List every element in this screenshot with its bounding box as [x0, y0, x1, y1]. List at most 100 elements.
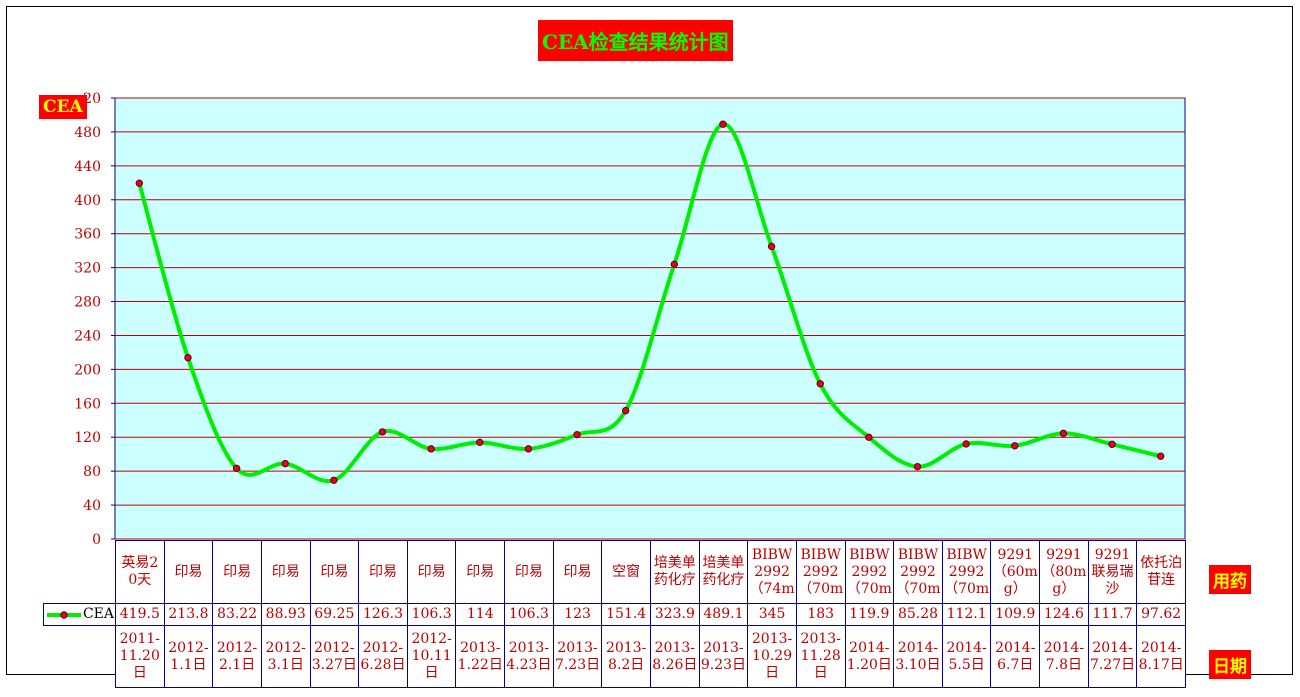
date-cell: 2014-3.10日	[893, 625, 943, 688]
date-cell: 2012-3.27日	[309, 625, 360, 688]
category-cell: 9291联易瑞沙	[1087, 540, 1138, 604]
y-tick-label: 400	[74, 193, 101, 209]
value-cell: 88.93	[260, 603, 311, 626]
y-tick-label: 280	[74, 295, 101, 311]
category-cell: BIBW2992（70m	[795, 540, 846, 604]
marker	[281, 459, 289, 468]
marker	[330, 476, 338, 484]
value-cell: 106.3	[504, 603, 554, 626]
y-tick-label: 40	[83, 498, 101, 514]
marker	[524, 445, 533, 453]
date-cell: 2013-8.2日	[601, 625, 651, 688]
plot-area	[114, 97, 1186, 540]
y-tick-label: 120	[74, 430, 101, 446]
marker	[962, 440, 970, 448]
marker	[378, 428, 387, 436]
value-cell: 126.3	[358, 603, 408, 626]
date-cell: 2013-9.23日	[698, 625, 749, 688]
value-cell: 85.28	[893, 603, 943, 626]
value-cell: 69.25	[309, 603, 360, 626]
category-cell: 培美单药化疗	[650, 540, 700, 604]
marker	[719, 120, 727, 128]
date-cell: 2013-1.22日	[455, 625, 506, 688]
marker	[1059, 429, 1068, 438]
category-cell: 9291（80mg）	[1039, 540, 1089, 604]
value-cell: 151.4	[601, 603, 651, 626]
value-cell: 112.1	[941, 603, 992, 626]
value-cell: 97.62	[1136, 603, 1186, 626]
date-cell: 2013-11.28日	[795, 625, 846, 688]
y-tick-label: 20	[83, 91, 101, 107]
chart-title: CEA检查结果统计图	[538, 20, 733, 61]
marker	[427, 445, 435, 453]
value-cell: 119.9	[844, 603, 895, 626]
marker	[670, 260, 679, 269]
date-cell: 2013-8.26日	[650, 625, 700, 688]
row-label: 日期	[1209, 650, 1251, 679]
value-cell: 124.6	[1039, 603, 1089, 626]
marker	[913, 462, 922, 471]
value-cell: 114	[455, 603, 506, 626]
date-cell: 2014-6.7日	[990, 625, 1041, 688]
legend-label: CEA	[82, 606, 115, 622]
date-cell: 2014-7.8日	[1039, 625, 1089, 688]
y-tick-label: 80	[83, 464, 101, 480]
marker	[232, 464, 241, 473]
y-tick-label: 440	[74, 159, 101, 175]
date-cell: 2012-3.1日	[260, 625, 311, 688]
date-cell: 2012-2.1日	[212, 625, 262, 688]
category-cell: 印易	[406, 540, 457, 604]
legend-key	[47, 610, 81, 619]
date-cell: 2013-7.23日	[552, 625, 603, 688]
category-cell: 印易	[260, 540, 311, 604]
value-cell: 83.22	[212, 603, 262, 626]
value-cell: 106.3	[406, 603, 457, 626]
marker	[767, 242, 776, 251]
value-cell: 183	[795, 603, 846, 626]
y-tick-label: 240	[74, 328, 101, 344]
y-tick-label: 160	[74, 396, 101, 412]
category-cell: 培美单药化疗	[698, 540, 749, 604]
category-cell: BIBW2992（70m	[893, 540, 943, 604]
category-cell: 依托泊苷连	[1136, 540, 1186, 604]
value-cell: 123	[552, 603, 603, 626]
category-cell: 印易	[309, 540, 360, 604]
y-axis-label: CEA	[39, 95, 87, 119]
value-cell: 109.9	[990, 603, 1041, 626]
legend-cell: CEA	[43, 603, 116, 626]
marker	[865, 433, 873, 442]
value-cell: 419.5	[115, 603, 165, 626]
date-cell: 2012-1.1日	[163, 625, 214, 688]
date-cell: 2013-4.23日	[504, 625, 554, 688]
category-cell: 印易	[552, 540, 603, 604]
category-cell: 空窗	[601, 540, 651, 604]
date-cell: 2012-10.11日	[406, 625, 457, 688]
y-tick-label: 360	[74, 227, 101, 243]
category-cell: 9291（60mg）	[990, 540, 1041, 604]
category-cell: 印易	[212, 540, 262, 604]
marker	[1156, 452, 1165, 460]
category-cell: 印易	[163, 540, 214, 604]
marker	[816, 380, 824, 388]
date-cell: 2012-6.28日	[358, 625, 408, 688]
date-cell: 2013-10.29日	[747, 625, 797, 688]
category-cell: BIBW2992（74m	[747, 540, 797, 604]
marker	[1011, 442, 1019, 450]
marker	[135, 179, 144, 187]
date-cell: 2014-1.20日	[844, 625, 895, 688]
marker	[476, 438, 484, 447]
category-cell: 英易20天	[115, 540, 165, 604]
category-cell: 印易	[358, 540, 408, 604]
marker	[621, 406, 630, 415]
marker	[1108, 440, 1116, 448]
marker	[573, 430, 581, 439]
y-tick-label: 0	[92, 532, 101, 548]
category-cell: 印易	[504, 540, 554, 604]
value-cell: 345	[747, 603, 797, 626]
marker	[184, 353, 192, 362]
y-tick-label: 200	[74, 362, 101, 378]
category-cell: BIBW2992（70m	[941, 540, 992, 604]
value-cell: 213.8	[163, 603, 214, 626]
